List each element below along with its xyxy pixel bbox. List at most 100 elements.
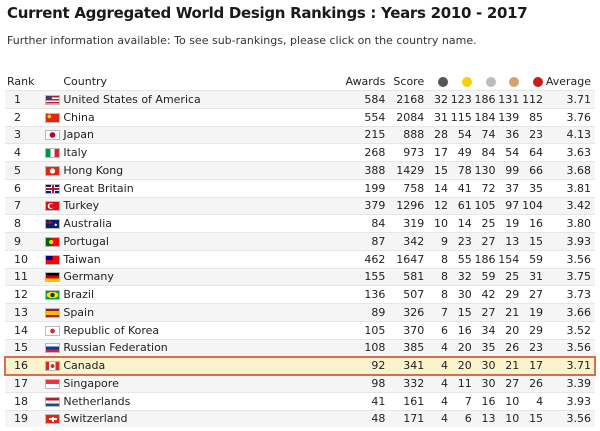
gold-count-cell: 30 — [457, 288, 472, 302]
awards-cell: 379 — [336, 197, 386, 215]
country-link[interactable]: Great Britain — [63, 181, 134, 195]
rank-cell: 11 — [5, 268, 42, 286]
gold-count-cell: 54 — [448, 126, 472, 144]
country-link[interactable]: Republic of Korea — [63, 323, 160, 337]
country-cell: Spain — [63, 303, 337, 322]
gold-count-cell: 61 — [448, 197, 472, 215]
platinum-count-cell: 7 — [424, 303, 448, 322]
score-cell: 1429 — [385, 161, 425, 180]
table-row: 16 Canada 92 341 4 20 30 21 17 3.71 — [4, 355, 596, 376]
country-cell: Brazil — [63, 286, 336, 304]
header-platinum — [424, 72, 448, 91]
flag-cell — [41, 356, 64, 375]
iron-count-cell: 23 — [519, 339, 544, 357]
bronze-count-cell: 19 — [505, 217, 520, 231]
country-link[interactable]: Netherlands — [63, 394, 131, 408]
average-cell: 3.66 — [543, 303, 595, 322]
silver-count-cell: 72 — [481, 181, 496, 195]
table-row: 10 Taiwan 462 1647 8 55 186 154 59 3.56 — [5, 250, 595, 268]
bronze-count-cell: 131 — [495, 90, 520, 109]
awards-cell: 462 — [364, 252, 386, 266]
rank-cell: 2 — [14, 110, 21, 124]
country-link[interactable]: Taiwan — [63, 252, 101, 266]
rank-cell: 7 — [5, 197, 42, 215]
silver-count-cell: 74 — [471, 126, 496, 144]
awards-cell: 554 — [364, 110, 386, 124]
country-link[interactable]: Spain — [63, 305, 95, 319]
rank-cell: 18 — [14, 394, 28, 408]
platinum-count-cell: 6 — [441, 323, 448, 337]
silver-count-cell: 25 — [481, 217, 496, 231]
platinum-count-cell: 4 — [424, 339, 448, 357]
country-link[interactable]: Singapore — [63, 376, 119, 390]
country-link[interactable]: United States of America — [63, 92, 201, 106]
silver-count-cell: 84 — [481, 146, 496, 160]
average-cell: 3.42 — [543, 197, 595, 215]
score-cell: 758 — [403, 181, 425, 195]
score-cell: 2168 — [385, 90, 425, 109]
flag-cell — [41, 197, 64, 215]
average-cell: 3.39 — [543, 374, 595, 393]
es-flag-icon — [45, 307, 61, 318]
platinum-count-cell: 10 — [434, 217, 448, 231]
country-link[interactable]: Brazil — [63, 288, 95, 302]
page-title: Current Aggregated World Design Rankings… — [7, 4, 528, 22]
average-cell: 3.93 — [543, 232, 595, 251]
flag-cell — [41, 303, 64, 322]
country-link[interactable]: Japan — [63, 128, 95, 142]
country-link[interactable]: Russian Federation — [63, 341, 168, 355]
country-cell: Republic of Korea — [63, 321, 336, 339]
awards-cell: 84 — [371, 217, 386, 231]
score-cell: 161 — [403, 394, 425, 408]
flag-cell — [42, 144, 64, 162]
score-cell: 342 — [385, 232, 425, 251]
table-row: 1 United States of America 584 2168 32 123 186… — [5, 90, 595, 109]
gold-count-cell: 20 — [448, 339, 472, 357]
header-gold — [448, 72, 472, 91]
country-link[interactable]: Germany — [63, 270, 114, 284]
platinum-count-cell: 14 — [434, 181, 448, 195]
bronze-count-cell: 21 — [495, 356, 520, 375]
platinum-count-cell: 4 — [424, 356, 448, 375]
country-link[interactable]: Hong Kong — [63, 163, 124, 177]
iron-count-cell: 85 — [529, 110, 544, 124]
silver-count-cell: 34 — [481, 323, 496, 337]
iron-count-cell: 15 — [519, 232, 544, 251]
bronze-count-cell: 25 — [495, 268, 520, 286]
average-cell: 3.80 — [566, 217, 592, 231]
score-cell: 507 — [403, 288, 425, 302]
country-cell: Russian Federation — [63, 339, 337, 357]
gold-count-cell: 23 — [448, 232, 472, 251]
bronze-count-cell: 20 — [505, 323, 520, 337]
country-link[interactable]: Australia — [63, 217, 113, 231]
table-row: 17 Singapore 98 332 4 11 30 27 26 3.39 — [5, 374, 595, 393]
country-link[interactable]: China — [63, 110, 95, 124]
iron-count-cell: 15 — [519, 410, 544, 428]
awards-cell: 48 — [336, 410, 386, 428]
flag-cell — [41, 161, 64, 180]
header-silver — [472, 72, 496, 91]
awards-cell: 136 — [364, 288, 386, 302]
rank-cell: 13 — [5, 303, 42, 322]
country-link[interactable]: Portugal — [63, 234, 109, 248]
ch-flag-icon — [45, 414, 61, 425]
iron-count-cell: 59 — [529, 252, 544, 266]
bronze-count-cell: 26 — [495, 339, 520, 357]
country-link[interactable]: Canada — [63, 359, 106, 373]
iron-count-cell: 27 — [529, 288, 544, 302]
country-cell: China — [63, 108, 336, 126]
gold-count-cell: 6 — [448, 410, 472, 428]
country-cell: Canada — [63, 356, 337, 375]
awards-cell: 105 — [364, 323, 386, 337]
country-link[interactable]: Switzerland — [63, 412, 128, 426]
rank-cell: 14 — [14, 323, 28, 337]
country-link[interactable]: Italy — [63, 146, 88, 160]
bronze-count-cell: 54 — [505, 146, 520, 160]
country-link[interactable]: Turkey — [63, 199, 100, 213]
score-cell: 2084 — [396, 110, 425, 124]
iron-count-cell: 112 — [519, 90, 544, 109]
platinum-count-cell: 12 — [424, 197, 448, 215]
platinum-count-cell: 31 — [434, 110, 448, 124]
header-country: Country — [63, 74, 108, 88]
country-cell: Germany — [63, 268, 337, 286]
